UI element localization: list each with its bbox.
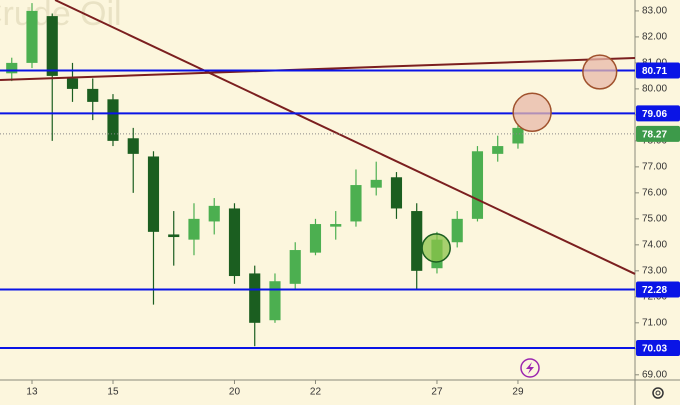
candle-body <box>168 234 180 238</box>
y-tick-label: 76.00 <box>642 187 667 198</box>
y-tick-label: 74.00 <box>642 239 667 250</box>
y-tick-label: 80.00 <box>642 84 667 95</box>
marker-circle <box>512 92 552 133</box>
candle-body <box>309 224 322 253</box>
level-label-box <box>636 340 680 357</box>
candle-body <box>512 127 524 144</box>
level-label-box <box>636 105 680 122</box>
gear[interactable] <box>652 387 664 399</box>
level-label: 70.03 <box>642 344 667 355</box>
candle-body <box>269 281 281 321</box>
trend-line <box>54 0 636 275</box>
candle-body <box>350 185 362 222</box>
x-tick-label: 15 <box>107 387 119 398</box>
icon-bolt[interactable] <box>526 362 534 374</box>
candle-body <box>188 218 200 240</box>
candle-body <box>471 151 484 219</box>
marker-circle <box>582 54 618 90</box>
candle-body <box>228 208 241 277</box>
y-tick-label: 71.00 <box>642 317 667 328</box>
candle-body <box>87 88 99 102</box>
trend-line <box>0 56 636 82</box>
level-label-box <box>636 62 680 79</box>
level-label-box <box>636 281 680 298</box>
icon-circle[interactable] <box>520 358 540 378</box>
last-price-label: 78.27 <box>642 129 667 140</box>
candle-body <box>330 224 342 227</box>
x-tick-label: 29 <box>512 387 524 398</box>
candle-body <box>411 211 423 271</box>
candle-body <box>46 16 58 76</box>
y-tick-label: 75.00 <box>642 213 667 224</box>
candle-body <box>66 78 79 89</box>
x-tick-label: 27 <box>431 387 443 398</box>
candle-body <box>208 205 220 222</box>
level-label: 72.28 <box>642 285 667 296</box>
candle-body <box>127 138 139 154</box>
x-tick-label: 13 <box>26 387 38 398</box>
y-tick-label: 69.00 <box>642 369 667 380</box>
candle-body <box>289 250 301 284</box>
last-price-box <box>636 125 680 142</box>
gear-center[interactable] <box>655 390 661 396</box>
watermark: Crude Oil <box>0 0 122 33</box>
level-label: 79.06 <box>642 109 667 120</box>
candle-body <box>249 273 261 323</box>
candle-body <box>147 156 160 232</box>
level-label: 80.71 <box>642 66 667 77</box>
candle-body <box>451 218 463 243</box>
y-tick-label: 73.00 <box>642 265 667 276</box>
y-tick-label: 77.00 <box>642 162 667 173</box>
settings-icon[interactable] <box>652 387 664 399</box>
y-tick-label: 82.00 <box>642 32 667 43</box>
candle-body <box>390 177 403 209</box>
marker-circle <box>421 233 451 263</box>
replay-icon[interactable] <box>520 358 540 378</box>
candle-body <box>492 146 504 154</box>
candle-body <box>107 99 119 141</box>
candle-body <box>26 10 38 63</box>
x-tick-label: 22 <box>310 387 322 398</box>
candle-body <box>6 62 18 74</box>
y-tick-label: 83.00 <box>642 6 667 17</box>
candle-body <box>370 179 382 188</box>
x-tick-label: 20 <box>229 387 241 398</box>
